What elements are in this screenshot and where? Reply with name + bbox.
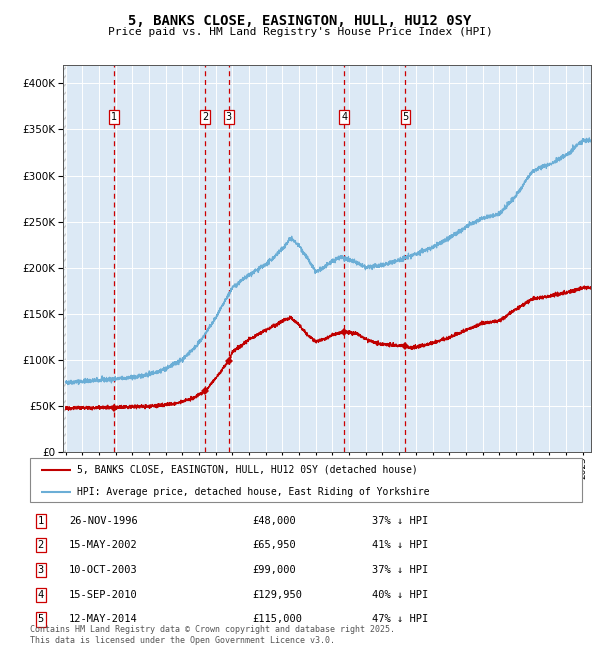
Text: 47% ↓ HPI: 47% ↓ HPI: [372, 614, 428, 625]
Text: 1: 1: [111, 112, 117, 122]
Text: 37% ↓ HPI: 37% ↓ HPI: [372, 565, 428, 575]
Text: Contains HM Land Registry data © Crown copyright and database right 2025.
This d: Contains HM Land Registry data © Crown c…: [30, 625, 395, 645]
Text: 37% ↓ HPI: 37% ↓ HPI: [372, 515, 428, 526]
Text: £129,950: £129,950: [252, 590, 302, 600]
Text: 2: 2: [202, 112, 208, 122]
Text: £65,950: £65,950: [252, 540, 296, 551]
Text: 12-MAY-2014: 12-MAY-2014: [69, 614, 138, 625]
Text: 15-SEP-2010: 15-SEP-2010: [69, 590, 138, 600]
Text: 41% ↓ HPI: 41% ↓ HPI: [372, 540, 428, 551]
Text: £99,000: £99,000: [252, 565, 296, 575]
Text: 5: 5: [402, 112, 409, 122]
Text: 1: 1: [38, 515, 44, 526]
Text: 4: 4: [341, 112, 347, 122]
Text: 40% ↓ HPI: 40% ↓ HPI: [372, 590, 428, 600]
Text: Price paid vs. HM Land Registry's House Price Index (HPI): Price paid vs. HM Land Registry's House …: [107, 27, 493, 37]
Text: 2: 2: [38, 540, 44, 551]
Text: £48,000: £48,000: [252, 515, 296, 526]
Text: 15-MAY-2002: 15-MAY-2002: [69, 540, 138, 551]
Text: 3: 3: [226, 112, 232, 122]
Text: 5, BANKS CLOSE, EASINGTON, HULL, HU12 0SY: 5, BANKS CLOSE, EASINGTON, HULL, HU12 0S…: [128, 14, 472, 29]
Text: 26-NOV-1996: 26-NOV-1996: [69, 515, 138, 526]
Text: 5, BANKS CLOSE, EASINGTON, HULL, HU12 0SY (detached house): 5, BANKS CLOSE, EASINGTON, HULL, HU12 0S…: [77, 465, 418, 474]
Text: 3: 3: [38, 565, 44, 575]
Text: 5: 5: [38, 614, 44, 625]
FancyBboxPatch shape: [30, 458, 582, 502]
Text: HPI: Average price, detached house, East Riding of Yorkshire: HPI: Average price, detached house, East…: [77, 487, 430, 497]
Text: £115,000: £115,000: [252, 614, 302, 625]
Text: 10-OCT-2003: 10-OCT-2003: [69, 565, 138, 575]
Text: 4: 4: [38, 590, 44, 600]
